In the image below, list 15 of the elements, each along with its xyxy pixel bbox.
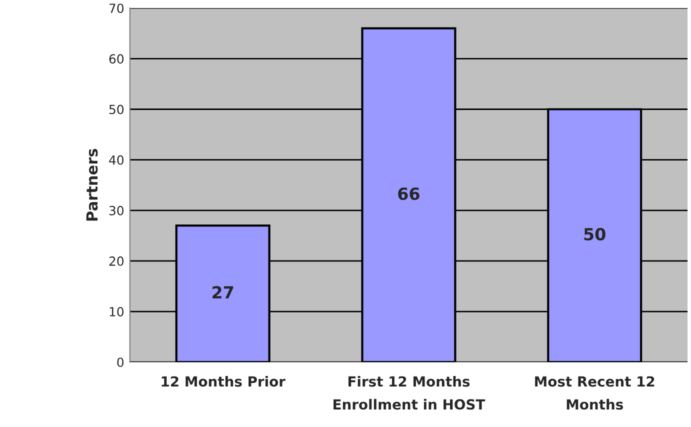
y-tick-label: 70 [109, 4, 124, 14]
y-axis-title: Partners [86, 148, 98, 221]
y-tick-label: 50 [109, 104, 124, 114]
y-tick-label: 40 [109, 155, 124, 165]
x-tick-label: First 12 Months Enrollment in HOST [334, 376, 486, 410]
y-tick-label: 30 [109, 206, 124, 216]
y-tick-label: 60 [109, 54, 124, 64]
x-tick-label: 12 Months Prior [162, 376, 286, 387]
y-tick-label: 20 [109, 256, 124, 266]
x-tick-label: Most Recent 12 Months [535, 376, 654, 410]
data-label: 66 [398, 187, 420, 200]
data-label: 27 [212, 286, 234, 298]
data-label: 50 [584, 228, 606, 241]
y-tick-label: 0 [117, 358, 124, 368]
y-tick-label: 10 [110, 307, 124, 316]
